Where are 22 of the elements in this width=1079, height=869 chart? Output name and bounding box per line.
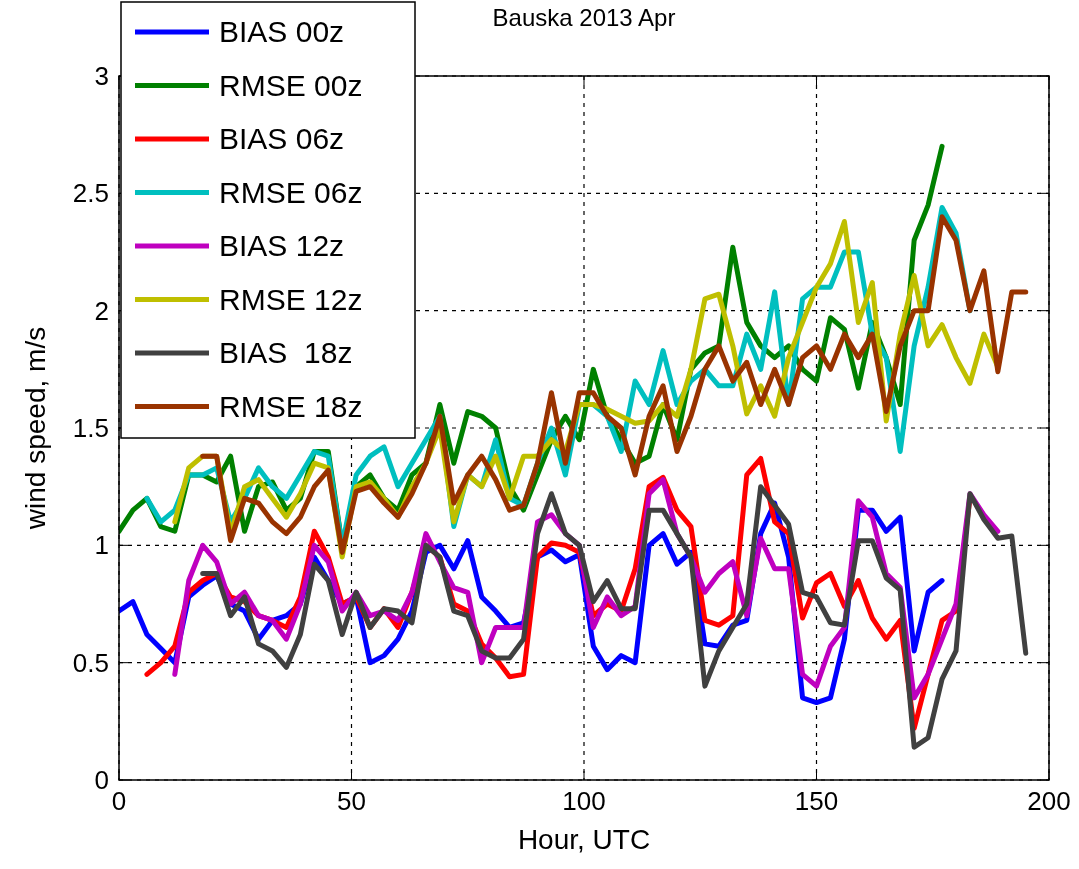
legend-label: RMSE 00z — [219, 68, 363, 102]
y-axis-title: wind speed, m/s — [20, 326, 51, 531]
x-tick-label: 100 — [562, 786, 606, 816]
legend-label: RMSE 06z — [219, 175, 363, 209]
x-tick-label: 50 — [337, 786, 366, 816]
legend-label: BIAS 00z — [219, 15, 345, 48]
y-tick-label: 1 — [94, 530, 109, 561]
legend-label: BIAS 12z — [219, 229, 345, 262]
legend-label: BIAS 06z — [219, 122, 345, 155]
x-axis-title: Hour, UTC — [517, 824, 651, 855]
y-tick-label: 0 — [94, 765, 109, 795]
y-tick-label: 3 — [94, 61, 109, 91]
y-tick-label: 1.5 — [72, 413, 109, 443]
x-tick-label: 150 — [794, 786, 839, 816]
x-tick-label: 200 — [1027, 786, 1071, 816]
legend-label: RMSE 12z — [219, 282, 363, 316]
legend-label: RMSE 18z — [219, 389, 363, 423]
legend-label: BIAS 18z — [219, 336, 353, 369]
y-tick-label: 0.5 — [72, 647, 109, 678]
y-tick-label: 2 — [94, 295, 109, 326]
y-tick-label: 2.5 — [72, 178, 109, 209]
chart-title: Bauska 2013 Apr — [492, 4, 676, 31]
